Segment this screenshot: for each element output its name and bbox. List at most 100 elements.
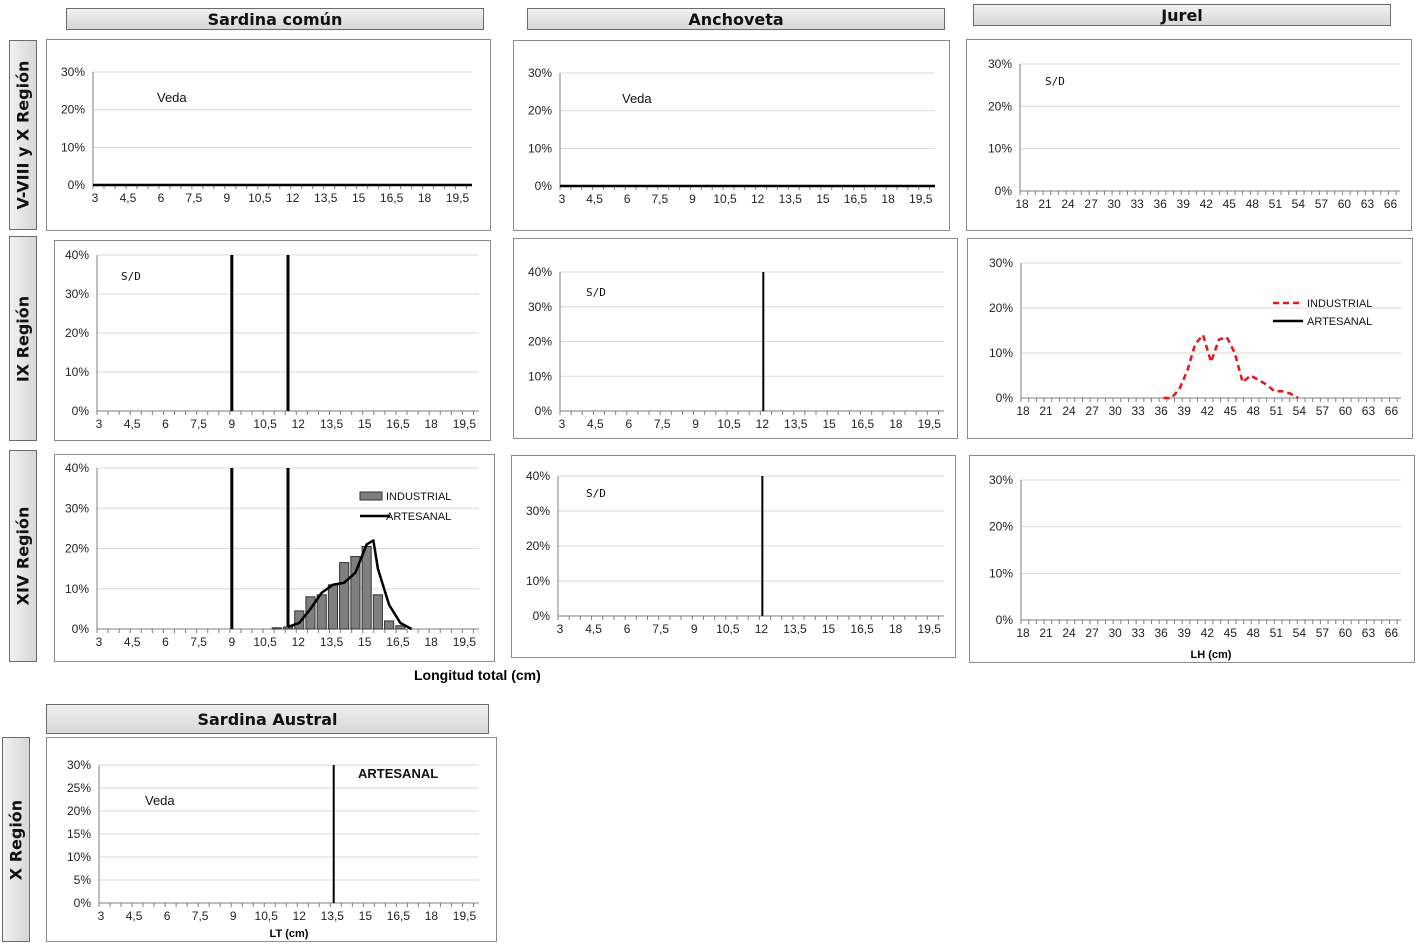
x-tick-label: 21 — [1039, 626, 1053, 640]
bar — [316, 594, 327, 630]
x-tick-label: 12 — [293, 909, 307, 923]
y-tick-label: 25% — [67, 781, 91, 795]
x-tick-label: 63 — [1362, 404, 1376, 418]
x-tick-label: 54 — [1293, 404, 1307, 418]
chart-svg: 0% 10% 20% 30% 40% 3 4,5 6 7,5 9 10,5 12 13,5 15 16,5 1… — [65, 248, 479, 431]
y-tick-label: 0% — [996, 613, 1014, 627]
x-tick-label: 27 — [1085, 626, 1099, 640]
annotation: S/D — [586, 487, 606, 500]
chart-panel-anchoveta-r2: 0% 10% 20% 30% 40% 3 4,5 6 7,5 9 10,5 12 13,5 15 16,5 1… — [513, 238, 958, 439]
x-tick-label: 10,5 — [716, 622, 740, 636]
x-tick-label: 42 — [1201, 626, 1215, 640]
x-tick-label: 10,5 — [253, 635, 277, 649]
x-tick-label: 30 — [1108, 626, 1122, 640]
x-tick-label: 10,5 — [713, 192, 737, 206]
y-tick-label: 0% — [68, 178, 86, 192]
x-tick-label: 19,5 — [446, 191, 470, 205]
annotation: S/D — [586, 286, 606, 299]
x-tick-label: 33 — [1131, 404, 1145, 418]
chart-panel-jurel-r1: 0% 10% 20% 30% 18 21 24 27 30 33 36 39 42 45 48 51 54 57 6… — [966, 39, 1412, 231]
legend-swatch — [359, 491, 383, 501]
x-tick-label: 66 — [1385, 626, 1399, 640]
x-tick-label: 7,5 — [190, 417, 207, 431]
x-tick-label: 13,5 — [314, 191, 338, 205]
bar — [350, 556, 361, 630]
annotation: Veda — [145, 793, 175, 808]
row-label-xiv: XIV Región — [9, 450, 37, 662]
x-tick-label: 66 — [1384, 197, 1398, 211]
row-label-ix: IX Región — [9, 236, 37, 441]
x-tick-label: 30 — [1108, 404, 1122, 418]
y-tick-label: 30% — [528, 300, 552, 314]
x-tick-label: 9 — [230, 909, 237, 923]
y-tick-label: 0% — [995, 184, 1013, 198]
bar — [372, 594, 383, 630]
row-label-text: IX Región — [13, 295, 33, 382]
x-tick-label: 16,5 — [850, 622, 874, 636]
y-tick-label: 0% — [533, 609, 551, 623]
x-tick-label: 10,5 — [253, 417, 277, 431]
y-tick-label: 30% — [67, 758, 91, 772]
x-tick-label: 3 — [92, 191, 99, 205]
x-tick-label: 36 — [1155, 626, 1169, 640]
y-tick-label: 40% — [65, 461, 89, 475]
y-tick-label: 30% — [65, 501, 89, 515]
x-tick-label: 16,5 — [844, 192, 868, 206]
x-tick-label: 51 — [1270, 404, 1284, 418]
x-tick-label: 13,5 — [320, 635, 344, 649]
y-tick-label: 10% — [988, 142, 1012, 156]
x-tick-label: 39 — [1178, 626, 1192, 640]
x-axis-label: LH (cm) — [1191, 649, 1232, 661]
x-tick-label: 18 — [1016, 404, 1030, 418]
x-tick-label: 15 — [358, 417, 372, 431]
x-tick-label: 27 — [1084, 197, 1098, 211]
x-tick-label: 12 — [286, 191, 300, 205]
x-tick-label: 6 — [162, 417, 169, 431]
chart-panel-sardina-r1: 0% 10% 20% 30% 3 4,5 6 7,5 9 10,5 12 13,5 15 16,5 18 19… — [46, 39, 491, 231]
x-tick-label: 60 — [1339, 404, 1353, 418]
y-tick-label: 20% — [528, 104, 552, 118]
y-tick-label: 0% — [74, 896, 92, 910]
x-tick-label: 10,5 — [248, 191, 272, 205]
x-tick-label: 19,5 — [453, 417, 477, 431]
x-tick-label: 15 — [359, 909, 373, 923]
x-tick-label: 6 — [158, 191, 165, 205]
annotation: ARTESANAL — [358, 766, 438, 781]
x-tick-label: 3 — [557, 622, 564, 636]
annotation: S/D — [121, 270, 141, 283]
chart-panel-sardina-r3: 0% 10% 20% 30% 40% 3 4,5 6 7,5 9 10,5 12 13,5 15 16,5 1… — [54, 454, 495, 662]
y-tick-label: 20% — [65, 542, 89, 556]
x-tick-label: 10,5 — [255, 909, 279, 923]
row-label-text: XIV Región — [13, 506, 33, 606]
x-tick-label: 19,5 — [453, 909, 477, 923]
y-tick-label: 10% — [67, 850, 91, 864]
x-tick-label: 9 — [692, 417, 699, 431]
bar — [339, 562, 350, 630]
x-tick-label: 3 — [96, 417, 103, 431]
x-tick-label: 9 — [229, 417, 236, 431]
x-tick-label: 16,5 — [380, 191, 404, 205]
y-tick-label: 10% — [989, 566, 1013, 580]
y-tick-label: 20% — [989, 520, 1013, 534]
x-tick-label: 36 — [1155, 404, 1169, 418]
y-tick-label: 40% — [528, 265, 552, 279]
row-label-x: X Región — [2, 737, 30, 942]
x-tick-label: 19,5 — [918, 417, 942, 431]
legend-label: ARTESANAL — [386, 511, 451, 523]
bar — [395, 625, 406, 630]
bar — [294, 610, 305, 630]
x-tick-label: 45 — [1224, 404, 1238, 418]
x-tick-label: 48 — [1247, 404, 1261, 418]
x-tick-label: 4,5 — [124, 417, 141, 431]
chart-panel-jurel-r2: 0% 10% 20% 30% 18 21 24 27 30 33 36 39 42 45 48 51 54 57 6… — [967, 238, 1413, 439]
chart-svg: 0% 10% 20% 30% 18 21 24 27 30 33 36 39 42 45 48 51 54 57 6… — [989, 256, 1401, 418]
x-tick-label: 57 — [1316, 626, 1330, 640]
x-tick-label: 60 — [1338, 197, 1352, 211]
x-tick-label: 6 — [625, 417, 632, 431]
x-tick-label: 45 — [1223, 197, 1237, 211]
series-line — [287, 539, 413, 631]
y-tick-label: 40% — [526, 469, 550, 483]
y-tick-label: 30% — [989, 256, 1013, 270]
x-tick-label: 33 — [1130, 197, 1144, 211]
x-tick-label: 4,5 — [586, 192, 603, 206]
